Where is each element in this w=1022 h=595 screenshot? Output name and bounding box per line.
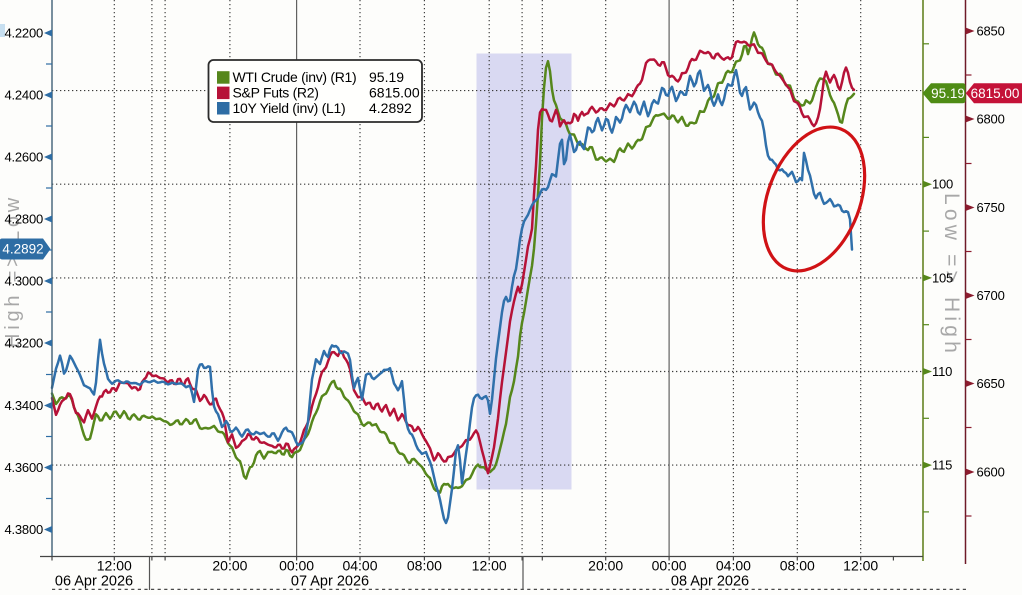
svg-text:100: 100 bbox=[932, 177, 953, 192]
svg-text:4.2892: 4.2892 bbox=[2, 242, 43, 257]
svg-text:105: 105 bbox=[932, 270, 953, 285]
svg-text:4.3800: 4.3800 bbox=[4, 522, 43, 537]
svg-text:High => Low: High => Low bbox=[2, 194, 24, 348]
svg-text:00:00: 00:00 bbox=[279, 558, 314, 574]
svg-text:00:00: 00:00 bbox=[652, 558, 687, 574]
svg-text:12:00: 12:00 bbox=[843, 558, 878, 574]
svg-text:6650: 6650 bbox=[977, 376, 1005, 391]
svg-text:95.19: 95.19 bbox=[931, 86, 965, 101]
svg-text:4.2892: 4.2892 bbox=[369, 100, 412, 116]
svg-text:4.3200: 4.3200 bbox=[4, 336, 43, 351]
svg-text:4.3400: 4.3400 bbox=[4, 398, 43, 413]
svg-text:4.2400: 4.2400 bbox=[4, 88, 43, 103]
svg-text:6700: 6700 bbox=[977, 288, 1005, 303]
svg-text:110: 110 bbox=[932, 364, 952, 379]
svg-text:07 Apr 2026: 07 Apr 2026 bbox=[291, 574, 369, 590]
svg-text:4.2800: 4.2800 bbox=[4, 212, 43, 227]
svg-text:20:00: 20:00 bbox=[212, 558, 247, 574]
svg-text:4.3000: 4.3000 bbox=[4, 274, 43, 289]
svg-text:06 Apr 2026: 06 Apr 2026 bbox=[55, 574, 133, 590]
svg-text:95.19: 95.19 bbox=[369, 69, 404, 85]
svg-text:20:00: 20:00 bbox=[588, 558, 623, 574]
svg-text:6850: 6850 bbox=[977, 24, 1005, 39]
svg-text:4.3600: 4.3600 bbox=[4, 460, 43, 475]
svg-text:08:00: 08:00 bbox=[407, 558, 442, 574]
svg-text:12:00: 12:00 bbox=[472, 558, 507, 574]
svg-text:6815.00: 6815.00 bbox=[369, 85, 420, 101]
svg-text:6750: 6750 bbox=[977, 200, 1005, 215]
svg-text:Low => High: Low => High bbox=[940, 193, 963, 357]
svg-text:08:00: 08:00 bbox=[780, 558, 815, 574]
svg-text:6600: 6600 bbox=[977, 465, 1005, 480]
svg-text:6815.00: 6815.00 bbox=[971, 86, 1020, 101]
svg-text:12:00: 12:00 bbox=[97, 558, 132, 574]
svg-text:6800: 6800 bbox=[977, 112, 1005, 127]
svg-text:WTI Crude (inv) (R1): WTI Crude (inv) (R1) bbox=[233, 69, 357, 85]
svg-text:04:00: 04:00 bbox=[342, 558, 377, 574]
svg-text:4.2600: 4.2600 bbox=[4, 150, 43, 165]
svg-text:08 Apr 2026: 08 Apr 2026 bbox=[671, 574, 749, 590]
svg-text:S&P Futs (R2): S&P Futs (R2) bbox=[233, 85, 319, 101]
svg-text:04:00: 04:00 bbox=[716, 558, 751, 574]
svg-text:115: 115 bbox=[932, 458, 952, 473]
svg-text:4.2200: 4.2200 bbox=[4, 26, 43, 41]
svg-text:10Y Yield (inv) (L1): 10Y Yield (inv) (L1) bbox=[233, 100, 346, 116]
